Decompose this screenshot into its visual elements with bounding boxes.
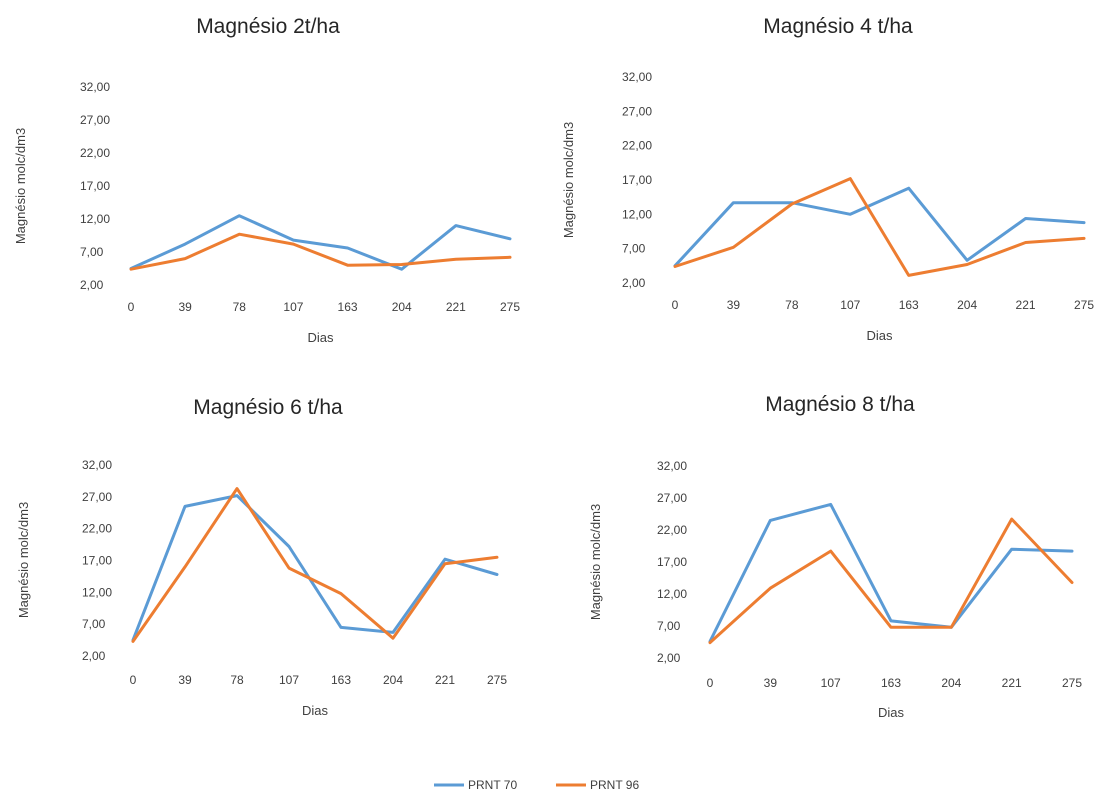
x-tick-label: 204: [941, 676, 961, 690]
x-axis-label: Dias: [866, 328, 893, 343]
chart-3: Magnésio 6 t/ha Magnésio molc/dm3 2,00 7,00…: [16, 396, 507, 718]
x-tick-label: 204: [957, 298, 977, 312]
y-tick-label: 32,00: [657, 459, 687, 473]
x-tick-label: 39: [764, 676, 778, 690]
y-tick-label: 22,00: [622, 139, 652, 153]
x-tick-label: 163: [899, 298, 919, 312]
y-tick-label: 17,00: [657, 555, 687, 569]
series-line-prnt-96: [673, 177, 1086, 277]
series-line-prnt-96: [131, 487, 499, 643]
y-tick-label: 7,00: [80, 245, 104, 259]
x-tick-label: 275: [487, 673, 507, 687]
y-tick-label: 12,00: [80, 212, 110, 226]
x-tick-label: 204: [383, 673, 403, 687]
y-tick-label: 17,00: [82, 554, 112, 568]
y-axis-label: Magnésio molc/dm3: [561, 122, 576, 238]
x-tick-label: 78: [233, 300, 247, 314]
x-tick-label: 275: [1062, 676, 1082, 690]
x-tick-label: 0: [672, 298, 679, 312]
x-tick-label: 221: [1016, 298, 1036, 312]
y-tick-label: 22,00: [657, 523, 687, 537]
chart-1: Magnésio 2t/ha Magnésio molc/dm3 2,00 7,00 1…: [13, 15, 520, 345]
x-tick-label: 0: [707, 676, 714, 690]
y-tick-label: 32,00: [82, 458, 112, 472]
x-tick-label: 107: [283, 300, 303, 314]
x-tick-label: 78: [230, 673, 244, 687]
chart-4: Magnésio 8 t/ha Magnésio molc/dm3 2,00 7,00…: [588, 393, 1082, 720]
y-tick-label: 2,00: [657, 651, 681, 665]
x-axis-label: Dias: [307, 330, 334, 345]
x-tick-label: 163: [881, 676, 901, 690]
chart-2: Magnésio 4 t/ha Magnésio molc/dm3 2,00 7,00…: [561, 15, 1094, 343]
y-tick-label: 7,00: [82, 617, 106, 631]
chart-title: Magnésio 2t/ha: [196, 15, 340, 38]
y-tick-label: 27,00: [82, 490, 112, 504]
y-axis-label: Magnésio molc/dm3: [16, 502, 31, 618]
y-tick-label: 22,00: [80, 146, 110, 160]
y-tick-label: 27,00: [622, 104, 652, 118]
y-tick-label: 2,00: [80, 278, 104, 292]
x-tick-label: 275: [500, 300, 520, 314]
x-tick-label: 107: [279, 673, 299, 687]
x-tick-label: 0: [128, 300, 135, 314]
charts-container: Magnésio 2t/ha Magnésio molc/dm3 2,00 7,00 1…: [13, 15, 1094, 720]
chart-title: Magnésio 4 t/ha: [763, 15, 913, 38]
legend-label-prnt-96: PRNT 96: [590, 778, 639, 792]
x-tick-label: 39: [178, 673, 192, 687]
x-tick-label: 78: [785, 298, 799, 312]
x-tick-label: 39: [727, 298, 741, 312]
chart-title: Magnésio 8 t/ha: [765, 393, 915, 416]
y-tick-label: 12,00: [82, 585, 112, 599]
x-tick-label: 275: [1074, 298, 1094, 312]
x-tick-label: 163: [331, 673, 351, 687]
series-line-prnt-70: [708, 502, 1074, 643]
x-tick-label: 221: [1002, 676, 1022, 690]
y-tick-label: 17,00: [80, 179, 110, 193]
series-line-prnt-70: [131, 494, 499, 642]
y-tick-label: 12,00: [657, 587, 687, 601]
series-line-prnt-70: [673, 186, 1086, 268]
y-tick-label: 7,00: [622, 242, 646, 256]
x-tick-label: 221: [435, 673, 455, 687]
y-tick-label: 32,00: [80, 80, 110, 94]
y-axis-label: Magnésio molc/dm3: [588, 504, 603, 620]
y-axis-label: Magnésio molc/dm3: [13, 128, 28, 244]
x-tick-label: 107: [840, 298, 860, 312]
y-tick-label: 17,00: [622, 173, 652, 187]
series-line-prnt-70: [129, 214, 512, 271]
y-tick-label: 27,00: [80, 113, 110, 127]
x-tick-label: 0: [130, 673, 137, 687]
series-line-prnt-96: [708, 517, 1074, 645]
y-tick-label: 32,00: [622, 70, 652, 84]
legend: PRNT 70 PRNT 96: [434, 778, 639, 792]
x-tick-label: 107: [821, 676, 841, 690]
y-tick-label: 27,00: [657, 491, 687, 505]
x-axis-label: Dias: [302, 703, 329, 718]
y-tick-label: 22,00: [82, 522, 112, 536]
y-tick-label: 2,00: [622, 276, 646, 290]
x-tick-label: 39: [178, 300, 192, 314]
y-tick-label: 2,00: [82, 649, 106, 663]
x-axis-label: Dias: [878, 705, 905, 720]
series-line-prnt-96: [129, 232, 512, 271]
y-tick-label: 12,00: [622, 207, 652, 221]
x-tick-label: 221: [446, 300, 466, 314]
x-tick-label: 204: [392, 300, 412, 314]
legend-label-prnt-70: PRNT 70: [468, 778, 517, 792]
chart-title: Magnésio 6 t/ha: [193, 396, 343, 419]
x-tick-label: 163: [338, 300, 358, 314]
y-tick-label: 7,00: [657, 619, 681, 633]
